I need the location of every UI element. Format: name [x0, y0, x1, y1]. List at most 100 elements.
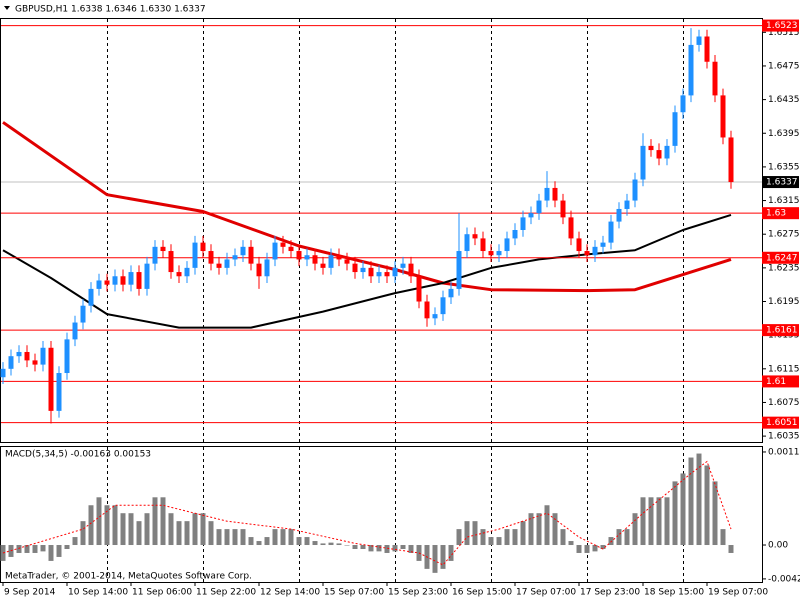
candle-body: [512, 230, 518, 239]
candle-body: [608, 221, 614, 243]
y-tick-label: 1.6475: [768, 61, 800, 71]
macd-bar: [504, 529, 510, 546]
x-tick-label: 16 Sep 15:00: [452, 588, 512, 598]
candle-body: [8, 356, 14, 369]
macd-bar: [80, 521, 86, 546]
candle-body: [424, 301, 430, 319]
macd-bar: [344, 545, 350, 546]
macd-bar: [216, 529, 222, 546]
macd-bar: [368, 545, 374, 552]
candle-body: [640, 145, 646, 180]
candle-body: [648, 145, 654, 151]
candle-body: [216, 263, 222, 268]
candle-body: [520, 217, 526, 230]
candle-body: [280, 242, 286, 247]
candle-body: [352, 263, 358, 273]
macd-bar: [144, 513, 150, 546]
candle-body: [128, 272, 134, 285]
candle-body: [504, 238, 510, 252]
macd-bar: [496, 537, 502, 546]
macd-bar: [656, 497, 662, 546]
candle-body: [600, 242, 606, 247]
candle-body: [456, 251, 462, 289]
candle-body: [32, 360, 38, 365]
candle-body: [296, 251, 302, 260]
candle-body: [720, 95, 726, 138]
candle-body: [248, 246, 254, 264]
macd-bar: [632, 513, 638, 546]
macd-bar: [248, 537, 254, 546]
macd-bar: [48, 545, 54, 561]
macd-title: MACD(5,34,5) -0.00163 0.00153: [5, 450, 151, 460]
macd-bar: [56, 545, 62, 557]
y-tick-label: -0.00426: [768, 574, 800, 584]
macd-bar: [648, 497, 654, 546]
candle-body: [496, 251, 502, 256]
macd-bar: [704, 465, 710, 546]
macd-bar: [136, 521, 142, 546]
candle-body: [696, 36, 702, 45]
macd-bar: [392, 545, 398, 552]
candle-body: [72, 322, 78, 340]
y-tick-label: 1.6435: [768, 95, 800, 105]
macd-bar: [456, 529, 462, 546]
macd-bar: [728, 545, 734, 553]
candle-body: [112, 276, 118, 285]
x-tick-label: 12 Sep 14:00: [260, 588, 320, 598]
macd-bar: [160, 497, 166, 546]
candle-body: [136, 272, 142, 289]
macd-bar: [280, 529, 286, 546]
macd-bar: [664, 497, 670, 546]
macd-bar: [472, 521, 478, 546]
macd-bar: [128, 513, 134, 546]
macd-bar: [40, 545, 46, 552]
x-tick-label: 11 Sep 22:00: [196, 588, 256, 598]
macd-bar: [240, 529, 246, 546]
macd-bar: [96, 497, 102, 546]
macd-bar: [552, 513, 558, 546]
candle-body: [208, 251, 214, 264]
menu-arrow[interactable]: [4, 6, 10, 10]
candle-body: [592, 246, 598, 256]
x-tick-label: 9 Sep 2014: [4, 588, 56, 598]
y-tick-label: 1.6275: [768, 230, 800, 240]
y-tick-label: 1.6355: [768, 162, 800, 172]
candle-body: [24, 351, 30, 361]
candle-body: [392, 267, 398, 277]
x-tick-label: 15 Sep 23:00: [388, 588, 448, 598]
candle-body: [64, 339, 70, 374]
macd-bar: [264, 537, 270, 546]
macd-bar: [104, 505, 110, 546]
macd-bar: [32, 545, 38, 553]
candle-body: [96, 280, 102, 289]
macd-bar: [152, 497, 158, 546]
candle-body: [264, 259, 270, 277]
candle-body: [488, 251, 494, 256]
candle-body: [528, 213, 534, 218]
level-label: 1.61: [766, 377, 786, 387]
macd-bar: [528, 513, 534, 546]
candle-body: [288, 246, 294, 252]
candle-body: [704, 36, 710, 62]
y-tick-label: 1.6195: [768, 297, 800, 307]
macd-bar: [568, 541, 574, 546]
candle-body: [552, 187, 558, 201]
candle-body: [712, 61, 718, 96]
candle-body: [168, 251, 174, 273]
level-label-box: [762, 416, 799, 429]
macd-bar: [272, 529, 278, 546]
candle-body: [152, 246, 158, 264]
candle-body: [336, 255, 342, 260]
macd-bar: [328, 542, 334, 546]
candle-body: [672, 112, 678, 146]
candle-body: [160, 246, 166, 252]
candle-body: [224, 259, 230, 268]
macd-bar: [720, 529, 726, 546]
x-tick-label: 15 Sep 07:00: [324, 588, 384, 598]
macd-bar: [256, 541, 262, 546]
candle-body: [624, 200, 630, 209]
candle-body: [680, 95, 686, 113]
candle-body: [40, 347, 46, 365]
